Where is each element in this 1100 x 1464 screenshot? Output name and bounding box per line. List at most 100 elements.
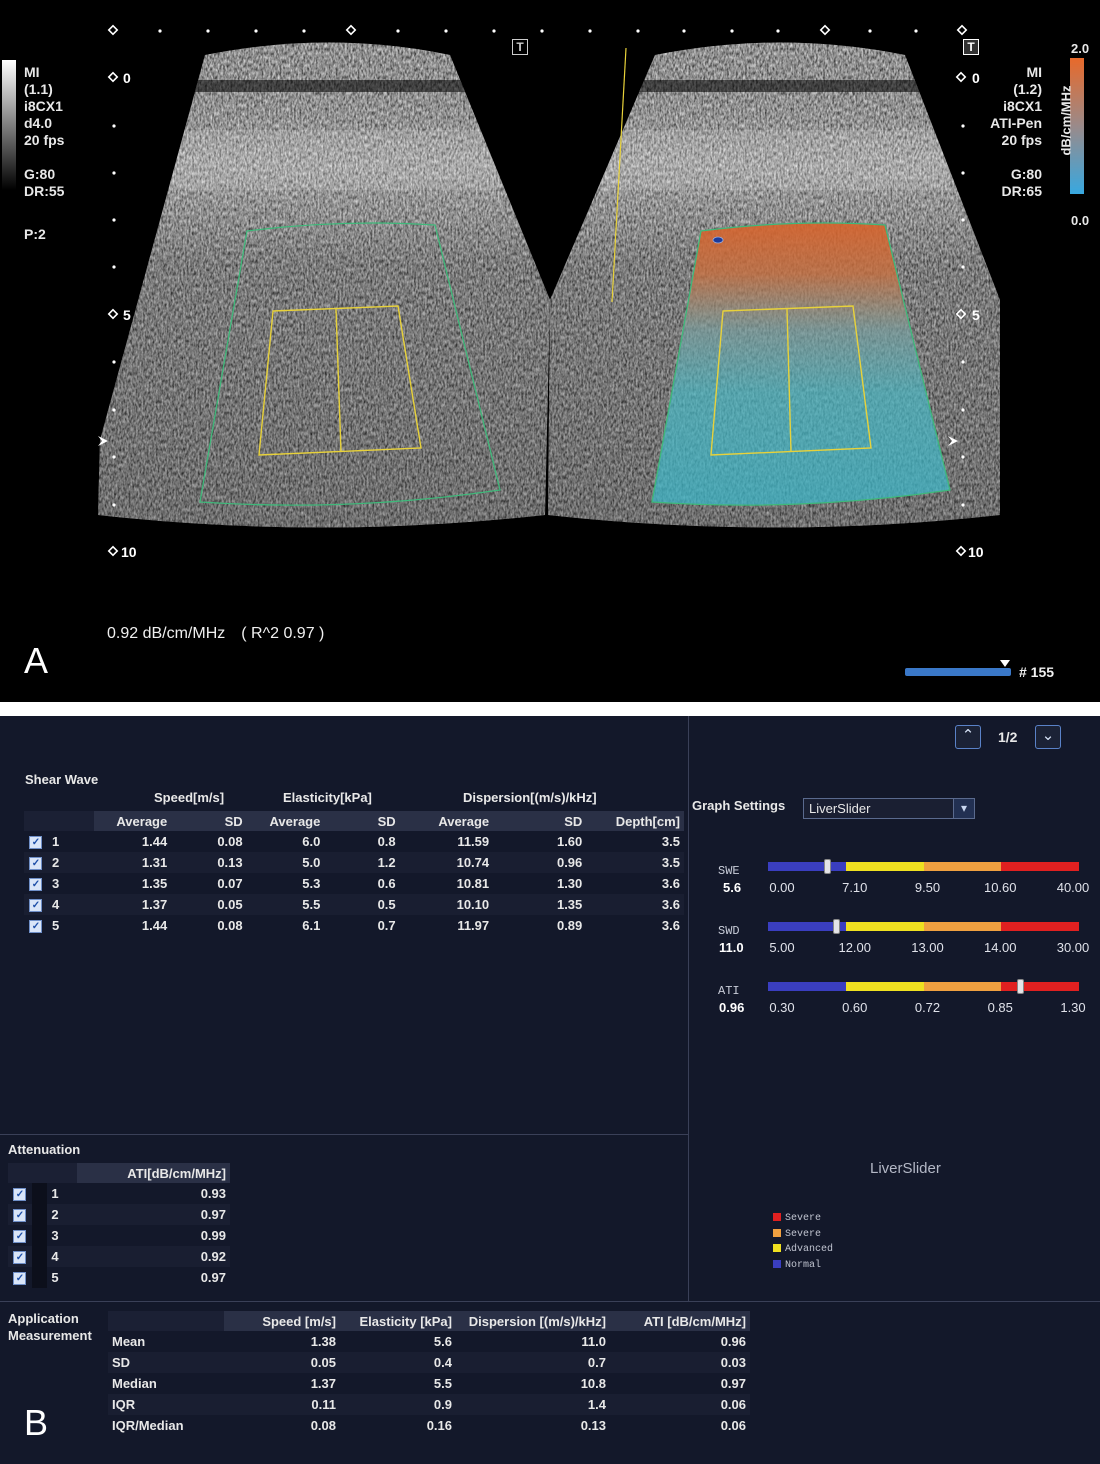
cell: 0.96 [720, 1334, 746, 1349]
cell: 1.35 [141, 876, 168, 891]
slider-segment [923, 862, 1002, 871]
col-dispersion-average: Average [399, 811, 494, 831]
cell: 0.89 [556, 918, 583, 933]
cell: 10.74 [399, 852, 494, 873]
table-row: Mean 1.38 5.6 11.0 0.96 [108, 1331, 750, 1352]
ati-checkbox-3[interactable]: ✓ [13, 1230, 27, 1244]
cell: 5.6 [433, 1334, 452, 1349]
row-checkbox-1[interactable]: ✓ [29, 836, 43, 850]
slider-tick-label: 14.00 [983, 940, 1017, 955]
cell: 0.4 [340, 1352, 456, 1373]
cell: 1.35 [493, 894, 587, 915]
col-speed-sd: SD [171, 811, 247, 831]
frame-number: # 155 [1019, 664, 1055, 680]
graph-settings-dropdown[interactable]: LiverSlider ▾ [803, 798, 975, 819]
table-row: IQR/Median 0.08 0.16 0.13 0.06 [108, 1415, 750, 1436]
ati-checkbox-5[interactable]: ✓ [13, 1272, 27, 1286]
depth-label-left-0: 0 [123, 70, 131, 86]
row-checkbox-2[interactable]: ✓ [29, 857, 43, 871]
cine-scrollbar[interactable] [905, 668, 1011, 678]
row-index: 2 [47, 1204, 77, 1225]
row-checkbox-4[interactable]: ✓ [29, 899, 43, 913]
cell: 0.07 [217, 876, 243, 891]
legend-swatch [773, 1244, 781, 1253]
slider-thumb-swe[interactable] [824, 859, 832, 874]
dropdown-chevron-icon[interactable]: ▾ [953, 799, 974, 818]
slider-thumb-ati[interactable] [1016, 979, 1024, 994]
col-elasticity-sd: SD [324, 811, 400, 831]
row-index: 4 [47, 894, 94, 915]
legend-item-severe-orange: Severe [773, 1229, 821, 1240]
cell: 10.8 [580, 1376, 606, 1391]
row-checkbox-5[interactable]: ✓ [29, 920, 43, 934]
slider-tick-label: 0.30 [769, 1000, 795, 1015]
focus-marker-right-icon [948, 436, 958, 446]
shear-wave-title: Shear Wave [25, 772, 99, 787]
cell: 1.2 [324, 852, 400, 873]
focus-marker-left-icon [98, 436, 108, 446]
cell: 1.44 [141, 834, 168, 849]
cell: 0.97 [200, 1270, 226, 1285]
row-label: SD [108, 1352, 224, 1373]
cell: 5.5 [246, 894, 325, 915]
legend-swatch [773, 1260, 781, 1269]
chevron-down-icon: ⌄ [1041, 727, 1055, 744]
legend-item-advanced: Advanced [773, 1244, 833, 1255]
cell: 5.0 [246, 852, 325, 873]
scale-unit-label: dB/cm/MHz [1058, 85, 1074, 156]
slider-thumb-swd[interactable] [833, 919, 841, 934]
row-index: 1 [51, 834, 60, 849]
slider-value-swe: 5.6 [723, 880, 742, 895]
attenuation-header-row: ATI[dB/cm/MHz] [8, 1163, 230, 1183]
ati-checkbox-2[interactable]: ✓ [13, 1209, 27, 1223]
ati-color-scale [1070, 58, 1084, 194]
slider-tick-label: 5.00 [769, 940, 795, 955]
scale-max-label: 2.0 [1071, 41, 1090, 56]
col-speed-average: Average [93, 811, 172, 831]
cell: 0.05 [171, 894, 247, 915]
attenuation-table: ATI[dB/cm/MHz] ✓ 1 0.93 ✓ 2 0.97 ✓ 3 0.9… [8, 1163, 230, 1288]
cell: 0.06 [610, 1394, 750, 1415]
col-app-dispersion: Dispersion [(m/s)/kHz] [456, 1311, 610, 1331]
cell: 0.6 [377, 876, 396, 891]
row-label: Mean [112, 1334, 146, 1349]
ultrasound-image-panel: MI (1.1) i8CX1 d4.0 20 fps G:80 DR:55 P:2 M… [0, 0, 1100, 702]
cell: 0.9 [340, 1394, 456, 1415]
slider-segment [845, 982, 924, 991]
row-index: 2 [47, 852, 94, 873]
table-row: ✓ 3 1.35 0.07 5.3 0.6 10.81 1.30 3.6 [24, 873, 684, 894]
legend-item-normal: Normal [773, 1260, 821, 1271]
cell: 11.0 [581, 1334, 606, 1349]
slider-segment [845, 862, 924, 871]
row-checkbox-3[interactable]: ✓ [29, 878, 43, 892]
slider-label-ati: ATI [718, 984, 740, 998]
horizontal-divider-attenuation [0, 1134, 688, 1135]
ati-checkbox-1[interactable]: ✓ [13, 1188, 27, 1202]
page-down-button[interactable]: ⌄ [1035, 725, 1061, 749]
cell: 0.96 [493, 852, 587, 873]
cell: 5.5 [433, 1376, 452, 1391]
attenuation-title: Attenuation [8, 1142, 81, 1157]
cell: 0.03 [610, 1352, 750, 1373]
cell: 0.05 [224, 1352, 340, 1373]
page-up-button[interactable]: ⌃ [955, 725, 981, 749]
slider-tick-label: 9.50 [914, 880, 941, 895]
liverslider-title: LiverSlider [870, 1160, 941, 1177]
liver-sliders: SWE 5.6 SWD 11.0 ATI 0.96 0.00 7.10 9.50 10… [0, 716, 1100, 1301]
table-row: IQR 0.11 0.9 1.4 0.06 [108, 1394, 750, 1415]
ati-checkbox-4[interactable]: ✓ [13, 1251, 27, 1265]
cell: 3.5 [586, 852, 684, 873]
col-elasticity-average: Average [246, 811, 325, 831]
horizontal-divider-application [0, 1301, 1100, 1302]
cell: 11.97 [457, 918, 490, 933]
cell: 5.3 [302, 876, 321, 891]
col-app-elasticity: Elasticity [kPa] [340, 1311, 456, 1331]
ultrasound-scan-image [2, 24, 1084, 676]
col-app-speed: Speed [m/s] [224, 1311, 340, 1331]
cell: 1.31 [93, 852, 172, 873]
cell: 3.6 [661, 876, 680, 891]
cell: 1.4 [456, 1394, 610, 1415]
dispersion-group-header: Dispersion[(m/s)/kHz] [463, 790, 597, 805]
cell: 0.97 [76, 1204, 230, 1225]
right-image-info: MI (1.2) i8CX1 ATI-Pen 20 fps G:80 DR:65 [990, 64, 1042, 199]
